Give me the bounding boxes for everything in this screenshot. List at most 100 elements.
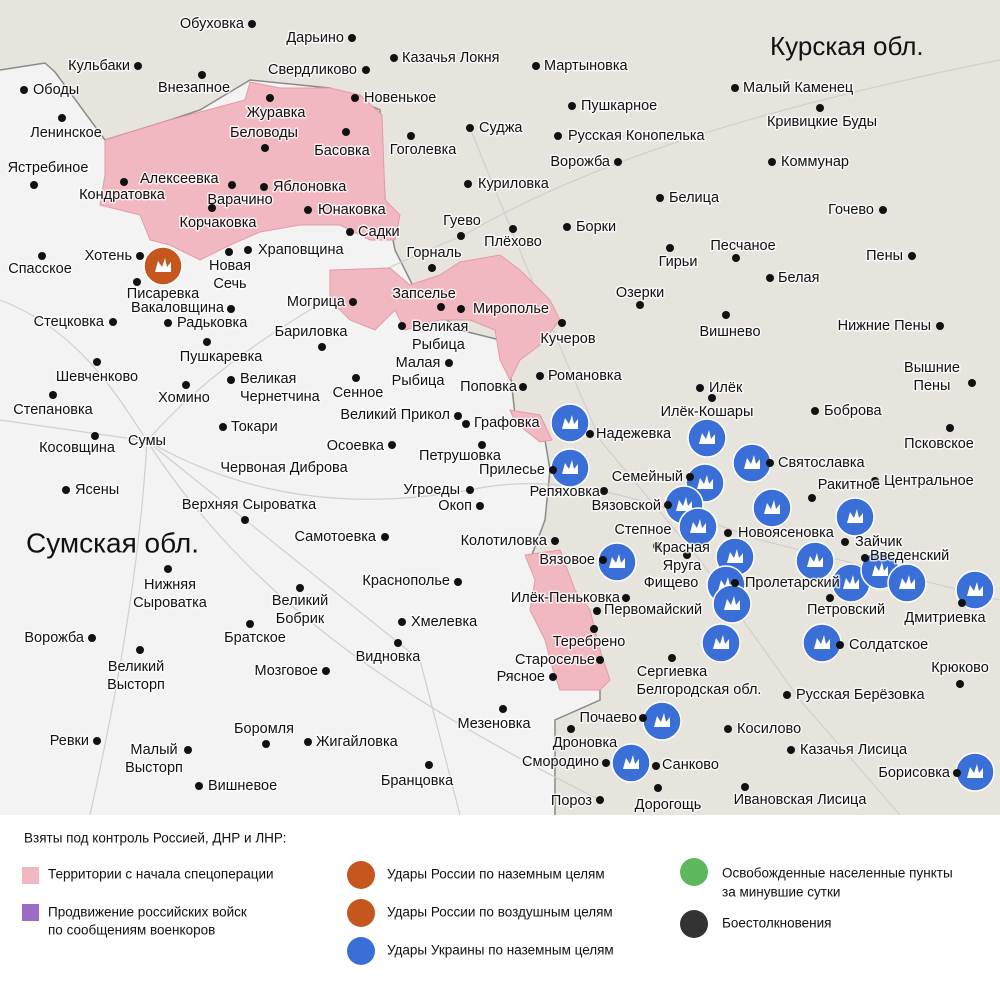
place-label: Новенькое <box>364 90 436 106</box>
place-dot <box>724 725 732 733</box>
place-label: Дорогощь <box>635 797 702 813</box>
territory <box>329 254 561 382</box>
place-dot <box>348 34 356 42</box>
place-dot <box>398 322 406 330</box>
place-label: Малый <box>130 742 177 758</box>
place-label: Ворожба <box>24 630 85 646</box>
place-label: Русская Конопелька <box>568 128 706 144</box>
place-dot <box>816 104 824 112</box>
place-dot <box>388 441 396 449</box>
place-dot <box>861 554 869 562</box>
place-dot <box>88 634 96 642</box>
place-dot <box>261 144 269 152</box>
place-dot <box>908 252 916 260</box>
place-dot <box>227 376 235 384</box>
place-label: Суджа <box>479 120 523 136</box>
place-dot <box>91 432 99 440</box>
place-label: Введенский <box>870 548 949 564</box>
place-dot <box>58 114 66 122</box>
place-dot <box>394 639 402 647</box>
legend-text: Освобожденные населенные пункты <box>722 866 953 881</box>
place-dot <box>666 244 674 252</box>
place-label: Могрица <box>287 294 346 310</box>
place-dot <box>219 423 227 431</box>
place-label: Краснополье <box>362 573 450 589</box>
place-dot <box>686 473 694 481</box>
place-label: Хотень <box>85 248 132 264</box>
place-label: Коммунар <box>781 154 849 170</box>
place-dot <box>567 725 575 733</box>
place-label: Садки <box>358 224 400 240</box>
place-dot <box>437 303 445 311</box>
place-label: Борки <box>576 219 616 235</box>
place-label: Семейный <box>612 469 683 485</box>
strikes <box>143 246 995 792</box>
place-label: Яблоновка <box>273 179 347 195</box>
place-label: Верхняя Сыроватка <box>182 497 317 513</box>
place-label: Поповка <box>460 379 518 395</box>
region-label: Белгородская обл. <box>637 682 762 698</box>
place-label: Великий Прикол <box>340 407 450 423</box>
place-label: Сенное <box>333 385 384 401</box>
place-dot <box>958 599 966 607</box>
strike-burst <box>744 455 760 469</box>
place-dot <box>731 579 739 587</box>
place-dot <box>478 441 486 449</box>
place-label: Куриловка <box>478 176 550 192</box>
place-dot <box>49 391 57 399</box>
place-dot <box>454 412 462 420</box>
strike-burst <box>562 415 578 429</box>
place-label: Свердликово <box>268 62 357 78</box>
place-label: Пены <box>914 378 951 394</box>
place-label: Великий <box>272 593 328 609</box>
place-label: Смородино <box>522 754 599 770</box>
place-label: Рыбица <box>412 337 466 353</box>
place-label: Новая <box>209 258 251 274</box>
place-dot <box>184 746 192 754</box>
place-label: Графовка <box>474 415 541 431</box>
place-dot <box>466 124 474 132</box>
place-label: Мирополье <box>473 301 549 317</box>
roads <box>0 59 1000 816</box>
place-dot <box>766 459 774 467</box>
place-dot <box>248 20 256 28</box>
strike-burst <box>843 575 859 589</box>
place-label: Красная <box>654 540 710 556</box>
place-dot <box>593 607 601 615</box>
legend-icon <box>680 910 708 938</box>
place-dot <box>956 680 964 688</box>
place-dot <box>568 102 576 110</box>
strike-burst <box>690 519 706 533</box>
place-label: Боброва <box>824 403 883 419</box>
place-dot <box>457 305 465 313</box>
place-dot <box>464 180 472 188</box>
place-dot <box>696 384 704 392</box>
place-label: Солдатское <box>849 637 928 653</box>
place-dot <box>109 318 117 326</box>
place-dot <box>457 232 465 240</box>
place-dot <box>836 641 844 649</box>
place-dot <box>722 311 730 319</box>
place-dot <box>398 618 406 626</box>
place-dot <box>351 94 359 102</box>
strike-burst <box>562 460 578 474</box>
place-label: Колотиловка <box>461 533 548 549</box>
place-label: Романовка <box>548 368 623 384</box>
strike-burst <box>899 575 915 589</box>
place-label: Репяховка <box>530 484 601 500</box>
place-label: Великая <box>240 371 296 387</box>
legend-text: Удары России по воздушным целям <box>387 905 613 920</box>
place-dot <box>768 158 776 166</box>
place-dot <box>445 359 453 367</box>
place-dot <box>246 620 254 628</box>
place-dot <box>599 556 607 564</box>
place-dot <box>536 372 544 380</box>
place-label: Белая <box>778 270 819 286</box>
place-dot <box>30 181 38 189</box>
legend-text: Удары России по наземным целям <box>387 867 605 882</box>
place-dot <box>227 305 235 313</box>
place-label: Борисовка <box>878 765 951 781</box>
strike-burst <box>609 554 625 568</box>
place-dot <box>304 738 312 746</box>
